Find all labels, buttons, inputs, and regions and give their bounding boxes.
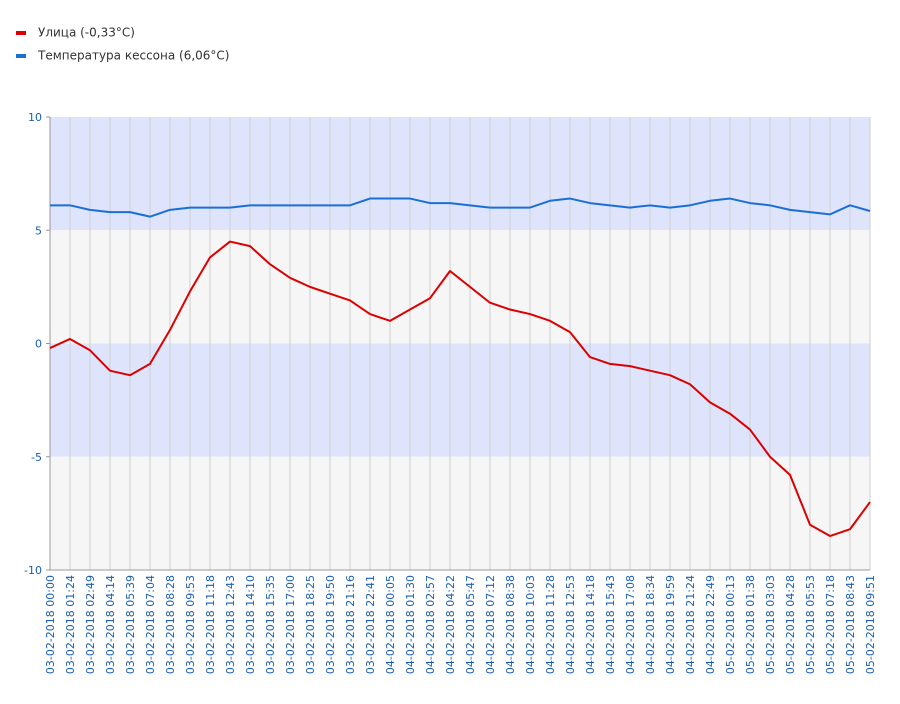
x-tick-label: 03-02-2018 00:00 (44, 575, 57, 674)
series-line (50, 197, 871, 218)
x-tick-label: 03-02-2018 05:39 (124, 575, 137, 674)
x-tick-label: 05-02-2018 05:53 (804, 575, 817, 674)
x-tick-label: 05-02-2018 00:13 (724, 575, 737, 674)
x-tick-label: 05-02-2018 04:28 (784, 575, 797, 674)
y-tick-label: -5 (31, 451, 42, 464)
y-tick-label: 5 (35, 224, 42, 237)
x-tick-label: 03-02-2018 17:00 (284, 575, 297, 674)
x-tick-label: 03-02-2018 01:24 (64, 575, 77, 674)
legend-label: Улица (-0,33°C) (38, 26, 135, 40)
x-tick-label: 03-02-2018 12:43 (224, 575, 237, 674)
x-tick-label: 04-02-2018 14:18 (584, 575, 597, 674)
band (50, 117, 870, 231)
x-tick-label: 03-02-2018 11:18 (204, 575, 217, 674)
x-tick-label: 04-02-2018 08:38 (504, 575, 517, 674)
legend-swatch (16, 31, 26, 35)
x-tick-label: 04-02-2018 22:49 (704, 575, 717, 674)
x-tick-label: 04-02-2018 01:30 (404, 575, 417, 674)
x-tick-label: 04-02-2018 15:43 (604, 575, 617, 674)
x-tick-label: 03-02-2018 21:16 (344, 575, 357, 674)
x-tick-label: 05-02-2018 09:51 (864, 575, 877, 674)
x-tick-label: 04-02-2018 04:22 (444, 575, 457, 674)
x-tick-label: 04-02-2018 00:05 (384, 575, 397, 674)
x-tick-label: 04-02-2018 07:12 (484, 575, 497, 674)
x-tick-label: 03-02-2018 22:41 (364, 575, 377, 674)
x-tick-label: 05-02-2018 08:43 (844, 575, 857, 674)
y-tick-label: -10 (24, 564, 42, 577)
x-tick-label: 04-02-2018 02:57 (424, 575, 437, 674)
x-tick-label: 04-02-2018 05:47 (464, 575, 477, 674)
x-tick-label: 03-02-2018 08:28 (164, 575, 177, 674)
y-tick-label: 0 (35, 338, 42, 351)
x-tick-label: 04-02-2018 21:24 (684, 575, 697, 674)
y-tick-label: 10 (28, 111, 42, 124)
x-tick-label: 05-02-2018 03:03 (764, 575, 777, 674)
band (50, 230, 870, 344)
legend-swatch (16, 54, 26, 58)
x-tick-label: 04-02-2018 11:28 (544, 575, 557, 674)
x-tick-label: 04-02-2018 18:34 (644, 575, 657, 674)
legend-label: Температура кессона (6,06°C) (37, 49, 229, 63)
series-line (49, 240, 871, 538)
x-tick-label: 03-02-2018 18:25 (304, 575, 317, 674)
x-tick-label: 03-02-2018 15:35 (264, 575, 277, 674)
x-tick-label: 05-02-2018 01:38 (744, 575, 757, 674)
x-tick-label: 04-02-2018 19:59 (664, 575, 677, 674)
x-tick-label: 03-02-2018 19:50 (324, 575, 337, 674)
x-tick-label: 03-02-2018 14:10 (244, 575, 257, 674)
x-tick-label: 04-02-2018 10:03 (524, 575, 537, 674)
band (50, 343, 870, 457)
x-tick-label: 03-02-2018 04:14 (104, 575, 117, 674)
x-tick-label: 05-02-2018 07:18 (824, 575, 837, 674)
band (50, 456, 870, 570)
x-tick-label: 04-02-2018 12:53 (564, 575, 577, 674)
x-tick-label: 03-02-2018 07:04 (144, 575, 157, 674)
x-tick-label: 04-02-2018 17:08 (624, 575, 637, 674)
x-tick-label: 03-02-2018 09:53 (184, 575, 197, 674)
x-tick-label: 03-02-2018 02:49 (84, 575, 97, 674)
